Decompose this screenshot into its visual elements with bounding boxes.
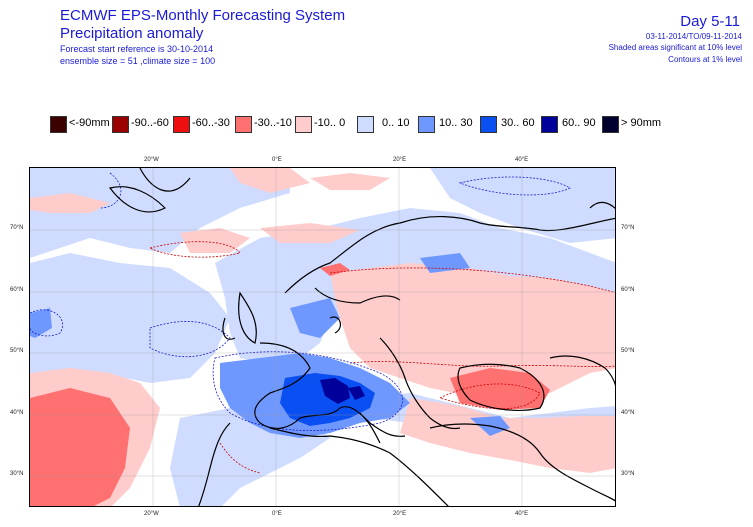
- legend-label: -90..-60: [131, 117, 169, 129]
- lon-tick-bottom: 20°W: [144, 511, 159, 517]
- graticule: [30, 168, 615, 506]
- lat-tick-left: 40°N: [10, 410, 24, 416]
- legend-label: -60..-30: [192, 117, 230, 129]
- lat-tick-right: 50°N: [621, 348, 635, 354]
- ensemble-size: ensemble size = 51 ,climate size = 100: [60, 56, 216, 66]
- lat-tick-left: 50°N: [10, 348, 24, 354]
- lat-tick-right: 60°N: [621, 287, 635, 293]
- legend-label: 30.. 60: [501, 117, 535, 129]
- legend-swatch: [173, 116, 190, 133]
- shaded-note: Shaded areas significant at 10% level: [608, 43, 742, 52]
- legend-label: -30..-10: [254, 117, 292, 129]
- legend-label: <-90mm: [69, 117, 110, 129]
- lat-tick-right: 30°N: [621, 471, 635, 477]
- lon-tick-top: 20°W: [144, 157, 159, 163]
- chart-title: ECMWF EPS-Monthly Forecasting System: [60, 7, 346, 24]
- legend-swatch: [295, 116, 312, 133]
- map-canvas: [30, 168, 615, 506]
- anomaly-map: [29, 167, 616, 507]
- anomaly-30-60-areas: [280, 373, 375, 426]
- legend-swatch: [357, 116, 374, 133]
- legend-label: 10.. 30: [439, 117, 473, 129]
- legend-swatch: [541, 116, 558, 133]
- day-range: Day 5-11: [680, 13, 740, 30]
- lon-tick-bottom: 40°E: [515, 511, 529, 517]
- legend-label: > 90mm: [621, 117, 662, 129]
- lat-tick-right: 40°N: [621, 410, 635, 416]
- lat-tick-left: 70°N: [10, 225, 24, 231]
- contour-note: Contours at 1% level: [668, 55, 742, 64]
- lon-tick-top: 40°E: [515, 157, 529, 163]
- legend-label: 60.. 90: [562, 117, 596, 129]
- legend-swatch: [235, 116, 252, 133]
- legend-label: 0.. 10: [382, 117, 410, 129]
- lat-tick-left: 30°N: [10, 471, 24, 477]
- legend-swatch: [112, 116, 129, 133]
- lat-tick-left: 60°N: [10, 287, 24, 293]
- lon-tick-bottom: 20°E: [393, 511, 407, 517]
- chart-subtitle: Precipitation anomaly: [60, 25, 204, 42]
- forecast-reference: Forecast start reference is 30-10-2014: [60, 44, 214, 54]
- lon-tick-top: 20°E: [393, 157, 407, 163]
- legend-swatch: [418, 116, 435, 133]
- date-range: 03-11-2014/TO/09-11-2014: [645, 32, 742, 41]
- significance-contours: [30, 172, 615, 474]
- lon-tick-top: 0°E: [272, 157, 282, 163]
- lat-tick-right: 70°N: [621, 225, 635, 231]
- coastlines: [108, 168, 615, 506]
- legend-swatch: [50, 116, 67, 133]
- anomaly-60-90-areas: [320, 378, 365, 404]
- legend-swatch: [480, 116, 497, 133]
- legend-label: -10.. 0: [314, 117, 346, 129]
- lon-tick-bottom: 0°E: [272, 511, 282, 517]
- legend-swatch: [602, 116, 619, 133]
- anomaly-minus30-minus10-areas: [30, 263, 550, 506]
